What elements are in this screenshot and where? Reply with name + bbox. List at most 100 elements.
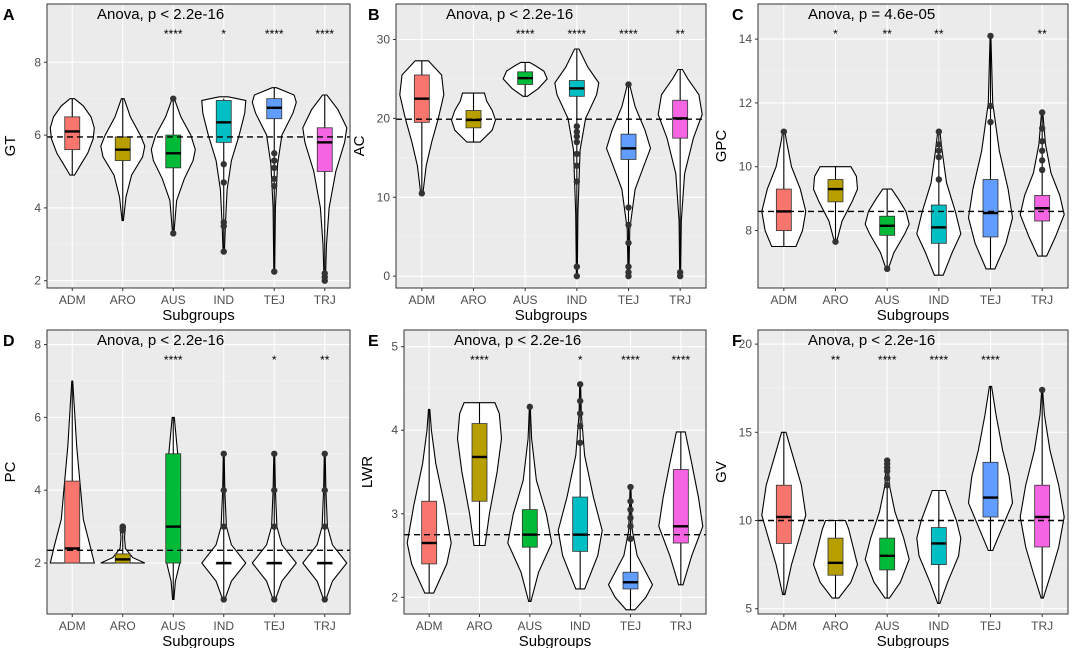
y-tick-label: 14	[739, 32, 753, 46]
outlier-point	[625, 269, 632, 276]
box-aus	[521, 509, 538, 548]
significance-trj: **	[320, 353, 330, 367]
box-adm	[64, 480, 81, 564]
significance-ind: ****	[567, 27, 586, 41]
outlier-point	[1038, 147, 1046, 154]
y-tick-label: 10	[739, 160, 753, 174]
x-tick-label: TRJ	[1031, 619, 1053, 633]
y-tick-label: 20	[739, 337, 753, 351]
x-tick-label: TEJ	[620, 619, 641, 633]
plot-background	[758, 330, 1068, 614]
outlier-point	[627, 535, 634, 543]
outlier-point	[526, 403, 534, 411]
outlier-point	[780, 128, 788, 135]
outlier-point	[321, 450, 328, 457]
significance-trj: ****	[315, 27, 334, 41]
anova-label: Anova, p < 2.2e-16	[97, 332, 224, 349]
outlier-point	[271, 175, 278, 182]
outlier-point	[935, 153, 943, 161]
outlier-point	[573, 263, 581, 270]
significance-trj: ****	[671, 353, 690, 367]
y-tick-label: 2	[391, 590, 398, 604]
box-ind	[930, 204, 947, 244]
outlier-point	[271, 523, 278, 530]
x-axis-title: Subgroups	[162, 307, 235, 324]
panel-letter: C	[732, 7, 744, 24]
x-tick-label: TEJ	[264, 619, 285, 633]
outlier-point	[418, 190, 426, 197]
panel-letter: B	[368, 7, 380, 24]
box-aus	[165, 453, 182, 564]
outlier-point	[883, 474, 891, 482]
outlier-point	[119, 523, 126, 530]
outlier-point	[625, 221, 632, 229]
outlier-point	[573, 138, 581, 146]
outlier-point	[220, 179, 227, 186]
box-ind	[572, 496, 589, 552]
x-tick-label: ARO	[460, 293, 486, 307]
x-tick-label: ADM	[59, 619, 86, 633]
outlier-point	[625, 263, 632, 270]
outlier-point	[627, 514, 634, 522]
x-tick-label: ARO	[822, 293, 848, 307]
x-axis-title: Subgroups	[519, 633, 592, 648]
y-tick-label: 8	[34, 338, 41, 352]
outlier-point	[271, 150, 278, 157]
x-tick-label: TEJ	[980, 619, 1001, 633]
panel-border	[403, 329, 707, 615]
x-tick-label: AUS	[161, 619, 186, 633]
significance-aus: ****	[164, 27, 183, 41]
x-tick-label: AUS	[161, 293, 186, 307]
box-adm	[775, 484, 792, 544]
x-tick-label: IND	[213, 293, 234, 307]
x-tick-label: TEJ	[618, 293, 639, 307]
y-tick-label: 4	[391, 423, 398, 437]
panel-border	[757, 329, 1069, 615]
significance-ind: *	[578, 353, 583, 367]
outlier-point	[573, 162, 581, 169]
significance-aro: ****	[470, 353, 489, 367]
outlier-point	[271, 450, 278, 457]
box-trj	[672, 469, 689, 544]
outlier-point	[627, 483, 634, 491]
significance-ind: ****	[929, 353, 948, 367]
outlier-point	[573, 150, 581, 158]
outlier-point	[573, 178, 581, 185]
box-ind	[930, 527, 947, 566]
y-tick-label: 0	[383, 269, 390, 283]
x-axis-title: Subgroups	[877, 307, 950, 324]
x-tick-label: TRJ	[670, 619, 692, 633]
x-tick-label: ARO	[822, 619, 848, 633]
box-tej	[982, 461, 999, 518]
outlier-point	[625, 239, 632, 247]
significance-ind: **	[934, 27, 944, 41]
outlier-point	[220, 248, 227, 255]
y-tick-label: 2	[34, 274, 41, 288]
outlier-point	[271, 487, 278, 494]
box-trj	[316, 127, 333, 172]
outlier-point	[321, 523, 328, 530]
plot-background	[758, 4, 1068, 288]
y-tick-label: 4	[34, 201, 41, 215]
outlier-point	[220, 596, 227, 603]
outlier-point	[935, 141, 943, 148]
x-tick-label: AUS	[513, 293, 538, 307]
outlier-point	[271, 157, 278, 164]
y-tick-label: 5	[745, 602, 752, 616]
x-tick-label: ADM	[416, 619, 443, 633]
x-tick-label: TRJ	[314, 293, 336, 307]
y-axis-title: GPC	[713, 130, 730, 163]
outlier-point	[220, 523, 227, 530]
x-tick-label: TRJ	[1031, 293, 1053, 307]
panel-border	[757, 3, 1069, 289]
x-tick-label: IND	[213, 619, 234, 633]
box-aus	[879, 537, 896, 571]
outlier-point	[883, 457, 891, 464]
x-axis-title: Subgroups	[515, 307, 588, 324]
y-tick-label: 10	[739, 514, 753, 528]
panel-letter: A	[3, 7, 15, 24]
outlier-point	[883, 482, 891, 489]
y-axis-title: AC	[351, 135, 368, 156]
